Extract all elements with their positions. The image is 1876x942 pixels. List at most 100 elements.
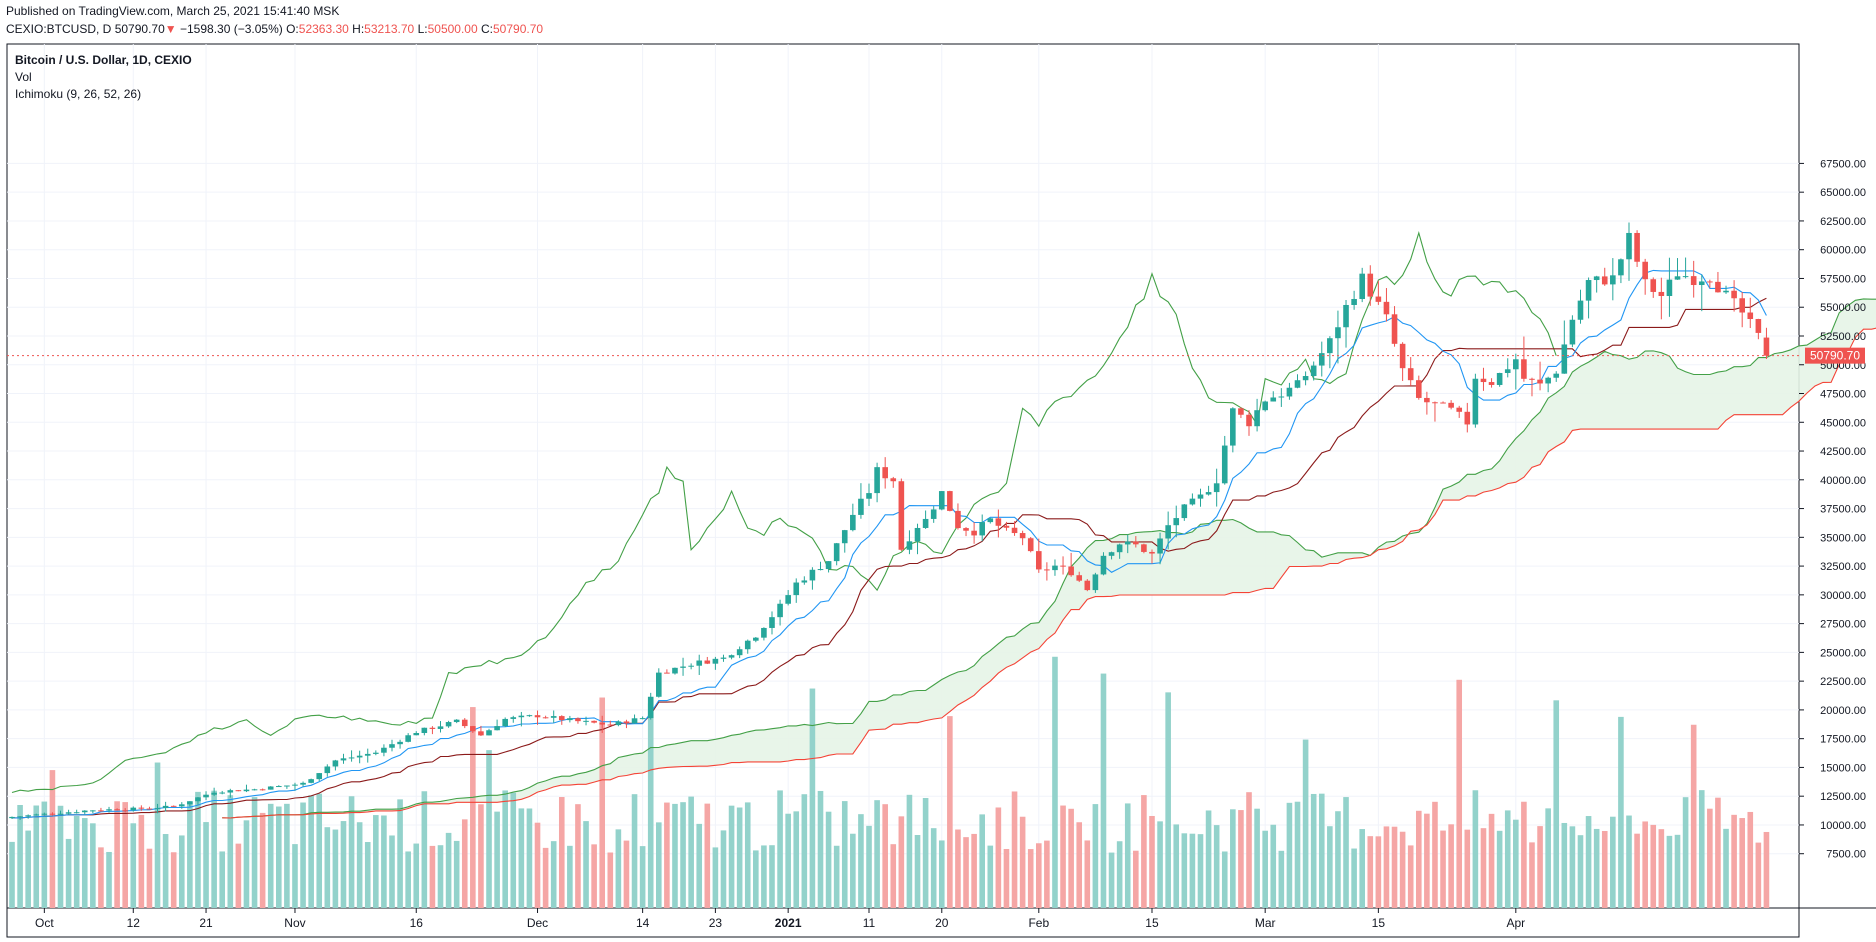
- time-tick-label: Nov: [284, 916, 305, 930]
- chart-header: Published on TradingView.com, March 25, …: [0, 0, 1876, 44]
- volume-bar: [453, 840, 460, 908]
- candle-body: [1658, 291, 1665, 297]
- candle-body: [1747, 312, 1754, 320]
- volume-bar: [647, 703, 654, 908]
- candle-body: [98, 810, 104, 812]
- candle-body: [906, 541, 913, 550]
- volume-bar: [785, 813, 791, 908]
- candle-body: [1149, 551, 1155, 554]
- candle-body: [769, 617, 775, 628]
- volume-bar: [33, 805, 40, 908]
- volume-bar: [1302, 739, 1309, 908]
- candle-body: [170, 805, 177, 807]
- volume-bar: [195, 791, 201, 908]
- published-note: Published on TradingView.com, March 25, …: [6, 4, 340, 18]
- candle-body: [1585, 280, 1592, 301]
- volume-bar: [720, 830, 727, 908]
- candle-body: [316, 773, 323, 780]
- price-tick-label: 60000.00: [1820, 245, 1866, 257]
- candle-body: [25, 815, 31, 817]
- volume-bar: [777, 790, 783, 908]
- volume-bar: [599, 697, 606, 908]
- volume-bar: [1723, 828, 1729, 908]
- volume-bar: [1698, 790, 1705, 908]
- candle-body: [1035, 551, 1042, 570]
- volume-bar: [356, 822, 363, 908]
- candle-body: [1375, 296, 1382, 302]
- candle-body: [405, 735, 411, 742]
- candle-body: [146, 808, 153, 810]
- volume-bar: [1504, 810, 1511, 908]
- volume-bar: [1513, 819, 1519, 908]
- volume-bar: [882, 804, 888, 908]
- time-tick-label: Dec: [527, 916, 548, 930]
- candle-body: [914, 527, 921, 542]
- price-tick-label: 47500.00: [1820, 389, 1866, 401]
- candle-body: [1723, 290, 1729, 293]
- ichimoku-lines: [11, 231, 1876, 819]
- candle-body: [292, 784, 298, 786]
- conversion-line: [11, 269, 1767, 819]
- volume-bar: [1496, 830, 1503, 908]
- volume-bar: [308, 795, 314, 908]
- volume-bar: [381, 815, 387, 908]
- volume-bar: [1480, 828, 1487, 908]
- candle-body: [1351, 298, 1357, 305]
- price-axis[interactable]: 67500.00 65000.00 62500.00 60000.00 57500.00…: [1799, 158, 1866, 861]
- volume-bar: [65, 838, 72, 908]
- volume-bar: [1521, 801, 1527, 908]
- volume-bar: [898, 816, 905, 908]
- price-tick-label: 15000.00: [1820, 762, 1866, 774]
- candle-body: [696, 660, 703, 666]
- volume-bar: [98, 847, 104, 908]
- candle-body: [930, 509, 937, 519]
- candle-body: [57, 813, 64, 815]
- volume-bar: [995, 807, 1002, 908]
- candle-body: [1189, 498, 1196, 505]
- volume-bar: [1124, 803, 1131, 908]
- candle-body: [1221, 445, 1228, 484]
- volume-bar: [405, 851, 411, 908]
- candle-body: [1246, 414, 1252, 427]
- volume-bar: [1173, 824, 1180, 908]
- candle-body: [1052, 565, 1058, 571]
- candle-body: [971, 530, 977, 536]
- base-line: [11, 297, 1767, 819]
- candle-body: [478, 731, 484, 736]
- candle-body: [664, 672, 670, 674]
- candle-body: [801, 580, 808, 583]
- volume-bar: [17, 804, 23, 908]
- legend-vol: Vol: [15, 70, 32, 84]
- volume-bar: [971, 833, 977, 908]
- candle-body: [332, 760, 339, 767]
- candle-body: [348, 757, 355, 759]
- volume-bar: [1432, 801, 1438, 908]
- candle-body: [41, 813, 48, 815]
- candle-body: [1553, 373, 1560, 378]
- volume-bar: [1286, 802, 1293, 908]
- candle-body: [138, 807, 145, 809]
- volume-bar: [1537, 826, 1543, 908]
- volume-bar: [122, 802, 128, 908]
- time-axis[interactable]: Oct 12 21 Nov 16 Dec 14 23 2021 11 20 Feb 15 Mar 15 Apr: [35, 908, 1525, 930]
- volume-bar: [1375, 836, 1382, 908]
- volume-bar: [736, 807, 743, 908]
- candle-body: [656, 672, 662, 697]
- candle-body: [599, 722, 606, 725]
- candle-body: [251, 789, 258, 791]
- candle-body: [1238, 408, 1244, 415]
- volume-bar: [1561, 822, 1568, 908]
- volume-bar: [437, 845, 444, 908]
- price-tick-label: 7500.00: [1826, 849, 1866, 861]
- legend-title: Bitcoin / U.S. Dollar, 1D, CEXIO: [15, 53, 192, 67]
- legend: Bitcoin / U.S. Dollar, 1D, CEXIO Vol Ich…: [15, 53, 192, 101]
- candle-body: [1715, 281, 1721, 293]
- legend-ichimoku: Ichimoku (9, 26, 52, 26): [15, 87, 141, 101]
- lagging-span: [11, 231, 1557, 794]
- volume-bar: [1367, 836, 1374, 908]
- candle-body: [728, 655, 735, 658]
- volume-bar: [1747, 811, 1754, 908]
- close-value: 50790.70: [493, 22, 544, 36]
- candle-body: [785, 595, 791, 604]
